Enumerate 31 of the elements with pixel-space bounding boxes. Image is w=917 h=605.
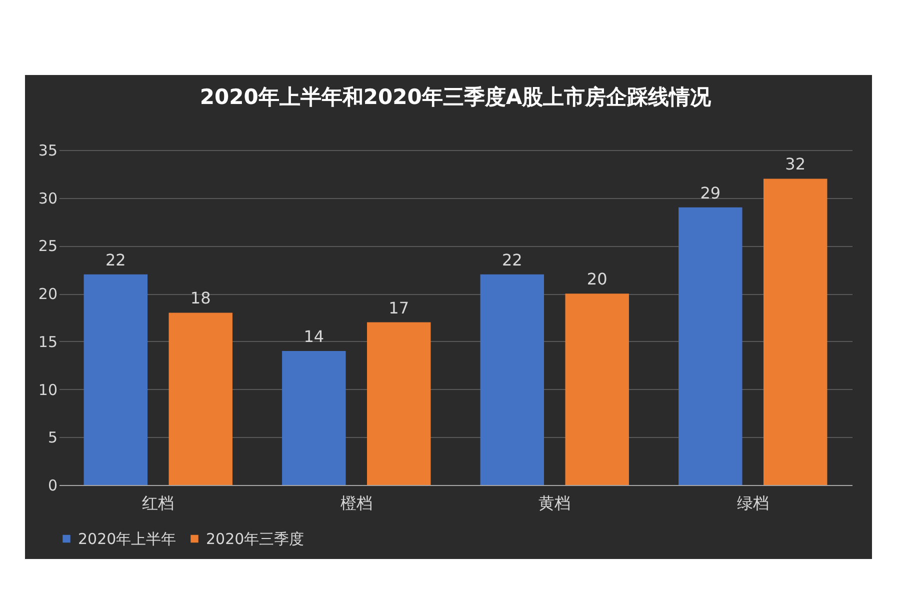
bar: [168, 312, 232, 485]
bar: [480, 274, 544, 485]
y-tick-label: 20: [38, 285, 58, 304]
y-tick-label: 10: [38, 380, 58, 399]
data-label: 18: [190, 288, 211, 308]
bar: [366, 322, 431, 485]
data-label: 29: [700, 183, 721, 202]
x-tick-label: 红档: [142, 494, 174, 512]
y-tick-label: 0: [48, 476, 58, 494]
y-tick-label: 15: [38, 332, 58, 351]
y-tick-label: 35: [38, 142, 58, 160]
x-tick-label: 橙档: [340, 494, 372, 512]
legend-label: 2020年上半年: [78, 530, 176, 548]
y-tick-label: 5: [48, 428, 58, 447]
x-tick-label: 黄档: [538, 494, 571, 512]
legend-label: 2020年三季度: [206, 530, 304, 548]
chart-title: 2020年上半年和2020年三季度A股上市房企踩线情况: [200, 85, 712, 109]
bar: [565, 294, 629, 485]
data-label: 22: [105, 250, 126, 270]
y-tick-label: 30: [38, 189, 58, 208]
data-label: 17: [388, 298, 410, 318]
data-label: 20: [586, 270, 608, 289]
bar: [678, 207, 742, 485]
y-tick-label: 25: [38, 237, 58, 256]
data-label: 32: [785, 154, 806, 174]
bar: [763, 178, 828, 485]
x-tick-label: 绿档: [736, 494, 769, 512]
bar: [282, 351, 346, 485]
bar: [84, 274, 148, 485]
data-label: 22: [502, 250, 522, 270]
data-label: 14: [304, 327, 324, 346]
